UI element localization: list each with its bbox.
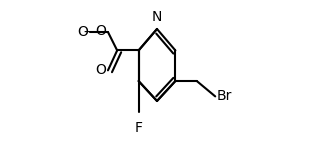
Text: Br: Br <box>217 89 232 103</box>
Text: —: — <box>84 26 97 40</box>
Text: F: F <box>135 121 143 135</box>
Text: N: N <box>152 10 162 24</box>
Text: O: O <box>77 25 88 39</box>
Text: O: O <box>95 63 106 77</box>
Text: O: O <box>95 24 106 37</box>
